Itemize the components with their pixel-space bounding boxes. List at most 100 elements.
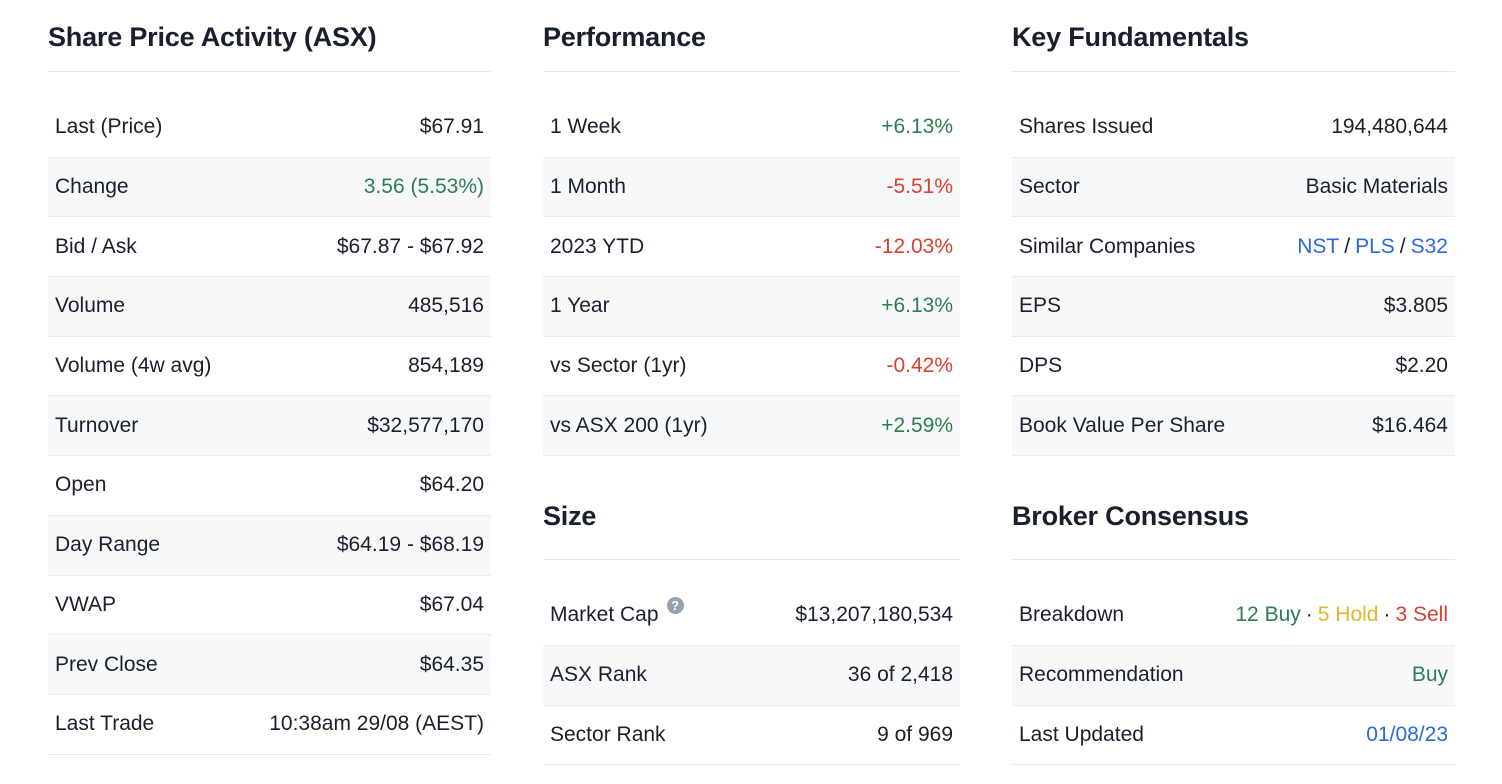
row-label: vs ASX 200 (1yr) — [550, 413, 708, 437]
row-label: 1 Year — [550, 294, 610, 318]
performance-table: 1 Week +6.13% 1 Month -5.51% 2023 YTD -12.03%… — [543, 98, 960, 457]
table-row: Last (Price) $67.91 — [48, 98, 491, 158]
table-row: Shares Issued 194,480,644 — [1012, 98, 1455, 158]
buy-count: 12 Buy — [1235, 603, 1301, 627]
sell-count: 3 Sell — [1395, 603, 1448, 627]
row-label: DPS — [1019, 354, 1063, 378]
help-icon[interactable]: ? — [666, 597, 684, 615]
separator: · — [1305, 603, 1313, 627]
table-row: Turnover $32,577,170 — [48, 396, 491, 457]
table-row: Change 3.56 (5.53%) — [48, 157, 491, 218]
row-value: $32,577,170 — [367, 413, 484, 437]
row-label: ASX Rank — [550, 663, 647, 687]
table-row: Last Trade 10:38am 29/08 (AEST) — [48, 695, 491, 755]
row-label: Change — [55, 175, 129, 199]
row-value: Basic Materials — [1305, 175, 1448, 199]
row-label: Market Cap — [550, 603, 659, 627]
separator: · — [1383, 603, 1391, 627]
table-row: Open $64.20 — [48, 456, 491, 516]
row-label: Day Range — [55, 533, 161, 557]
row-label: vs Sector (1yr) — [550, 354, 687, 378]
row-value: 9 of 969 — [877, 722, 953, 746]
section-title: Share Price Activity (ASX) — [48, 0, 491, 72]
row-value: $64.20 — [419, 473, 484, 497]
table-row: Day Range $64.19 - $68.19 — [48, 515, 491, 576]
row-value: 194,480,644 — [1331, 115, 1448, 139]
row-value: 3.56 (5.53%) — [363, 175, 484, 199]
row-value: 485,516 — [408, 294, 484, 318]
hold-count: 5 Hold — [1317, 603, 1379, 627]
fundamentals-table: Shares Issued 194,480,644 Sector Basic Mat… — [1012, 98, 1455, 457]
row-label: Last Trade — [55, 712, 155, 736]
row-value: $2.20 — [1395, 354, 1448, 378]
row-value: $67.04 — [419, 592, 484, 616]
row-label: Sector Rank — [550, 722, 666, 746]
share-price-section: Share Price Activity (ASX) Last (Price) $… — [48, 0, 491, 755]
table-row: VWAP $67.04 — [48, 576, 491, 636]
section-title: Key Fundamentals — [1012, 0, 1455, 72]
row-value: 10:38am 29/08 (AEST) — [269, 712, 484, 736]
share-price-table: Last (Price) $67.91 Change 3.56 (5.53%) Bid … — [48, 98, 491, 755]
row-label: VWAP — [55, 592, 117, 616]
row-label: Last Updated — [1019, 722, 1144, 746]
table-row: Market Cap? $13,207,180,534 — [543, 586, 960, 646]
row-label: 1 Week — [550, 115, 621, 139]
row-label: Prev Close — [55, 652, 158, 676]
size-table: Market Cap? $13,207,180,534 ASX Rank 36 … — [543, 586, 960, 766]
table-row: Breakdown 12 Buy · 5 Hold · 3 Sell — [1012, 586, 1455, 646]
table-row: 1 Week +6.13% — [543, 98, 960, 158]
row-value: 36 of 2,418 — [847, 663, 953, 687]
table-row: Book Value Per Share $16.464 — [1012, 396, 1455, 457]
table-row: DPS $2.20 — [1012, 337, 1455, 397]
row-value: -5.51% — [886, 175, 953, 199]
row-label: Shares Issued — [1019, 115, 1154, 139]
table-row: vs ASX 200 (1yr) +2.59% — [543, 396, 960, 457]
row-label: Recommendation — [1019, 663, 1184, 687]
table-row: Volume 485,516 — [48, 277, 491, 337]
row-label: Similar Companies — [1019, 234, 1196, 258]
row-value: $64.19 - $68.19 — [336, 533, 484, 557]
row-value: +2.59% — [881, 413, 953, 437]
row-label: Sector — [1019, 175, 1080, 199]
row-label: Book Value Per Share — [1019, 413, 1226, 437]
row-value: +6.13% — [881, 294, 953, 318]
similar-company-link[interactable]: PLS — [1355, 234, 1395, 258]
table-row: 1 Month -5.51% — [543, 157, 960, 218]
table-row: Volume (4w avg) 854,189 — [48, 337, 491, 397]
similar-company-link[interactable]: S32 — [1410, 234, 1448, 258]
row-value: $16.464 — [1372, 413, 1448, 437]
row-value: +6.13% — [881, 115, 953, 139]
row-label: Volume (4w avg) — [55, 354, 212, 378]
broker-table: Breakdown 12 Buy · 5 Hold · 3 Sell Recommend… — [1012, 586, 1455, 766]
table-row: ASX Rank 36 of 2,418 — [543, 645, 960, 706]
table-row: vs Sector (1yr) -0.42% — [543, 337, 960, 397]
row-label: 1 Month — [550, 175, 626, 199]
separator: / — [1344, 234, 1351, 258]
row-value: 854,189 — [408, 354, 484, 378]
size-section: Size Market Cap? $13,207,180,534 ASX Ran… — [543, 480, 960, 766]
separator: / — [1399, 234, 1406, 258]
row-label: Open — [55, 473, 107, 497]
last-updated-link[interactable]: 01/08/23 — [1366, 722, 1448, 746]
fundamentals-column: Key Fundamentals Shares Issued 194,480,64… — [1012, 0, 1455, 766]
table-row: Bid / Ask $67.87 - $67.92 — [48, 217, 491, 278]
table-row: Recommendation Buy — [1012, 645, 1455, 706]
section-title: Size — [543, 480, 960, 561]
row-value: $67.91 — [419, 115, 484, 139]
table-row: Last Updated 01/08/23 — [1012, 706, 1455, 766]
performance-column: Performance 1 Week +6.13% 1 Month -5.51% 202… — [543, 0, 960, 766]
similar-company-link[interactable]: NST — [1297, 234, 1340, 258]
row-value: $67.87 - $67.92 — [336, 234, 484, 258]
row-value: $13,207,180,534 — [795, 603, 953, 627]
row-value: -0.42% — [886, 354, 953, 378]
row-label: Last (Price) — [55, 115, 163, 139]
broker-section: Broker Consensus Breakdown 12 Buy · 5 Hold… — [1012, 480, 1455, 766]
table-row: EPS $3.805 — [1012, 277, 1455, 337]
row-label: Volume — [55, 294, 126, 318]
section-title: Performance — [543, 0, 960, 72]
row-value: $3.805 — [1383, 294, 1448, 318]
row-value: -12.03% — [874, 234, 953, 258]
table-row: Sector Rank 9 of 969 — [543, 706, 960, 766]
row-label: Turnover — [55, 413, 139, 437]
table-row: Similar Companies NST / PLS / S32 — [1012, 217, 1455, 278]
